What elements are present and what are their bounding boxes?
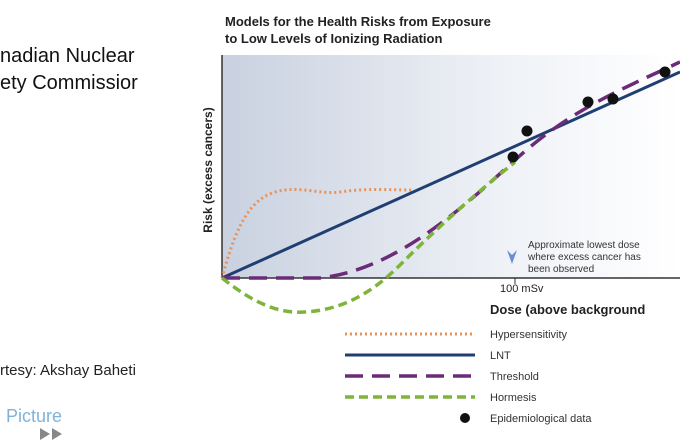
legend-label: LNT (490, 350, 511, 362)
legend-label: Hormesis (490, 392, 537, 404)
diagram-title: Models for the Health Risks from Exposur… (225, 14, 491, 29)
annotation: been observed (528, 264, 594, 275)
data-points (507, 66, 671, 163)
x-marker: 100 mSv (500, 283, 544, 295)
legend-label: Epidemiological data (490, 413, 592, 425)
plot-area (222, 55, 680, 278)
threshold-curve (222, 60, 680, 280)
y-axis-label: Risk (excess cancers) (201, 107, 215, 232)
logo: Picture (6, 406, 62, 426)
slide-heading: nadian Nuclear (0, 45, 135, 67)
legend-swatch (460, 413, 470, 423)
diagram-title: to Low Levels of Ionizing Radiation (225, 31, 442, 46)
annotation: Approximate lowest dose (528, 240, 640, 251)
slide-heading: ety Commissior (0, 72, 138, 94)
x-axis-label: Dose (above background (490, 302, 645, 317)
annotation-arrow (507, 250, 517, 264)
annotation: where excess cancer has (527, 252, 641, 263)
hypersensitivity-curve (220, 188, 413, 279)
hormesis-curve (220, 160, 517, 314)
courtesy: rtesy: Akshay Baheti (0, 362, 136, 379)
logo-arrows (40, 428, 62, 440)
lnt-line (221, 70, 680, 280)
legend-label: Threshold (490, 371, 539, 383)
legend-label: Hypersensitivity (490, 329, 568, 341)
